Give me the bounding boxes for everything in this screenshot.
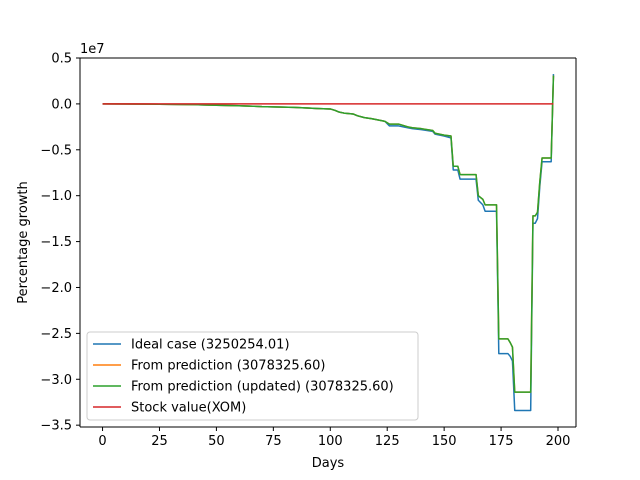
x-tick-label: 125 xyxy=(375,434,400,449)
y-tick-label: 0.5 xyxy=(51,52,72,67)
legend-label-3: Stock value(XOM) xyxy=(131,401,246,416)
x-tick-label: 50 xyxy=(208,434,225,449)
legend-box xyxy=(86,331,419,421)
y-tick-label: −2.0 xyxy=(40,281,72,296)
legend-label-1: From prediction (3078325.60) xyxy=(131,359,325,374)
legend-label-2: From prediction (updated) (3078325.60) xyxy=(131,380,394,395)
y-tick-label: −1.5 xyxy=(40,235,72,250)
y-axis-ticks: 0.5 0.0 −0.5 −1.0 −1.5 −2.0 −2.5 −3.0 −3.5 xyxy=(40,52,80,434)
x-axis-label: Days xyxy=(312,456,345,471)
legend-label-0: Ideal case (3250254.01) xyxy=(131,338,290,353)
y-tick-label: −0.5 xyxy=(40,143,72,158)
x-tick-label: 25 xyxy=(151,434,168,449)
x-tick-label: 75 xyxy=(265,434,282,449)
y-axis-label: Percentage growth xyxy=(16,181,31,304)
y-tick-label: −1.0 xyxy=(40,189,72,204)
y-tick-label: −3.5 xyxy=(40,419,72,434)
x-tick-label: 150 xyxy=(432,434,457,449)
x-tick-label: 0 xyxy=(98,434,106,449)
y-tick-label: −3.0 xyxy=(40,373,72,388)
series-line-2 xyxy=(102,75,555,393)
y-tick-label: −2.5 xyxy=(40,327,72,342)
y-tick-label: 0.0 xyxy=(51,97,72,112)
series-layer xyxy=(102,74,555,412)
x-axis-ticks: 0 25 50 75 100 125 150 175 200 xyxy=(98,427,570,449)
y-offset-label: 1e7 xyxy=(80,42,105,57)
x-tick-label: 100 xyxy=(318,434,343,449)
x-tick-label: 175 xyxy=(489,434,514,449)
x-tick-label: 200 xyxy=(546,434,571,449)
legend: Ideal case (3250254.01) From prediction (… xyxy=(86,331,419,421)
axes-frame xyxy=(79,57,577,428)
